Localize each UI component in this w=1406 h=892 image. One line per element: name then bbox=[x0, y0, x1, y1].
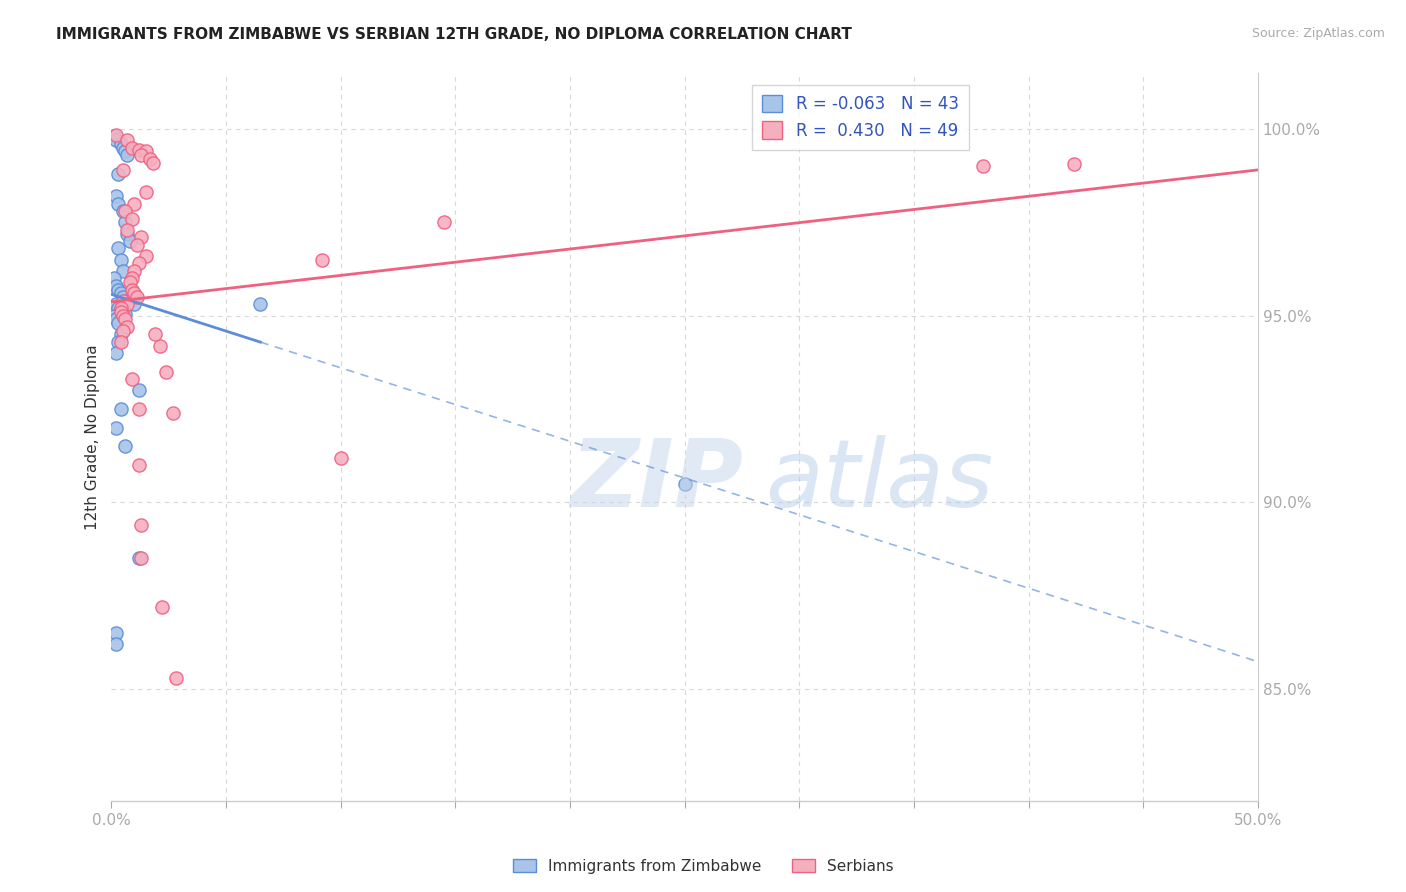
Point bbox=[121, 372, 143, 386]
Point bbox=[433, 215, 456, 229]
Point bbox=[135, 249, 157, 263]
Point bbox=[143, 327, 166, 342]
Point bbox=[111, 141, 134, 155]
Point bbox=[114, 215, 136, 229]
Point bbox=[114, 439, 136, 453]
Y-axis label: 12th Grade, No Diploma: 12th Grade, No Diploma bbox=[86, 344, 100, 530]
Point bbox=[329, 450, 352, 465]
Point bbox=[111, 309, 134, 323]
Point bbox=[150, 599, 173, 614]
Point bbox=[124, 286, 146, 301]
Text: ZIP: ZIP bbox=[569, 434, 742, 527]
Point bbox=[128, 256, 150, 270]
Point bbox=[165, 671, 187, 685]
Point bbox=[121, 283, 143, 297]
Point bbox=[105, 189, 128, 203]
Legend: R = -0.063   N = 43, R =  0.430   N = 49: R = -0.063 N = 43, R = 0.430 N = 49 bbox=[752, 85, 969, 150]
Point bbox=[107, 167, 129, 181]
Point bbox=[117, 133, 139, 147]
Point bbox=[110, 301, 132, 316]
Point bbox=[107, 283, 129, 297]
Point bbox=[139, 152, 162, 166]
Point bbox=[121, 141, 143, 155]
Point bbox=[124, 264, 146, 278]
Point bbox=[111, 293, 134, 308]
Point bbox=[107, 334, 129, 349]
Point bbox=[135, 145, 157, 159]
Point bbox=[129, 551, 152, 566]
Point bbox=[128, 458, 150, 472]
Point bbox=[110, 252, 132, 267]
Point bbox=[129, 517, 152, 532]
Point bbox=[128, 402, 150, 417]
Point bbox=[107, 301, 129, 316]
Point bbox=[111, 290, 134, 304]
Point bbox=[117, 227, 139, 241]
Point bbox=[103, 309, 125, 323]
Point bbox=[128, 143, 150, 157]
Point bbox=[111, 264, 134, 278]
Point bbox=[129, 230, 152, 244]
Point bbox=[110, 303, 132, 318]
Point bbox=[148, 338, 170, 352]
Point bbox=[110, 327, 132, 342]
Point bbox=[105, 278, 128, 293]
Point bbox=[114, 312, 136, 326]
Point bbox=[110, 286, 132, 301]
Point bbox=[142, 155, 165, 169]
Point bbox=[162, 406, 184, 420]
Point bbox=[105, 346, 128, 360]
Point bbox=[128, 551, 150, 566]
Point bbox=[129, 148, 152, 162]
Point bbox=[114, 293, 136, 308]
Point bbox=[107, 196, 129, 211]
Point bbox=[117, 223, 139, 237]
Point bbox=[972, 159, 994, 173]
Point bbox=[121, 271, 143, 285]
Point bbox=[124, 196, 146, 211]
Text: Source: ZipAtlas.com: Source: ZipAtlas.com bbox=[1251, 27, 1385, 40]
Point bbox=[103, 271, 125, 285]
Point bbox=[155, 365, 177, 379]
Legend: Immigrants from Zimbabwe, Serbians: Immigrants from Zimbabwe, Serbians bbox=[506, 853, 900, 880]
Point bbox=[673, 476, 696, 491]
Point bbox=[125, 237, 148, 252]
Point bbox=[118, 275, 141, 289]
Point bbox=[107, 242, 129, 256]
Point bbox=[114, 145, 136, 159]
Point bbox=[110, 305, 132, 319]
Point bbox=[1063, 157, 1085, 171]
Point bbox=[105, 297, 128, 311]
Point bbox=[105, 637, 128, 651]
Point bbox=[114, 204, 136, 219]
Point bbox=[128, 384, 150, 398]
Point bbox=[311, 252, 333, 267]
Point bbox=[114, 307, 136, 321]
Point bbox=[249, 297, 271, 311]
Point bbox=[118, 234, 141, 248]
Point bbox=[111, 204, 134, 219]
Point bbox=[117, 297, 139, 311]
Point bbox=[105, 626, 128, 640]
Point bbox=[117, 148, 139, 162]
Point bbox=[107, 316, 129, 330]
Text: IMMIGRANTS FROM ZIMBABWE VS SERBIAN 12TH GRADE, NO DIPLOMA CORRELATION CHART: IMMIGRANTS FROM ZIMBABWE VS SERBIAN 12TH… bbox=[56, 27, 852, 42]
Text: atlas: atlas bbox=[765, 435, 993, 526]
Point bbox=[135, 186, 157, 200]
Point bbox=[105, 312, 128, 326]
Point bbox=[111, 163, 134, 178]
Point bbox=[111, 324, 134, 338]
Point bbox=[124, 297, 146, 311]
Point bbox=[117, 319, 139, 334]
Point bbox=[105, 421, 128, 435]
Point bbox=[110, 136, 132, 151]
Point bbox=[125, 290, 148, 304]
Point bbox=[121, 211, 143, 226]
Point bbox=[110, 334, 132, 349]
Point bbox=[111, 305, 134, 319]
Point bbox=[105, 128, 128, 142]
Point bbox=[105, 133, 128, 147]
Point bbox=[110, 402, 132, 417]
Point bbox=[103, 129, 125, 144]
